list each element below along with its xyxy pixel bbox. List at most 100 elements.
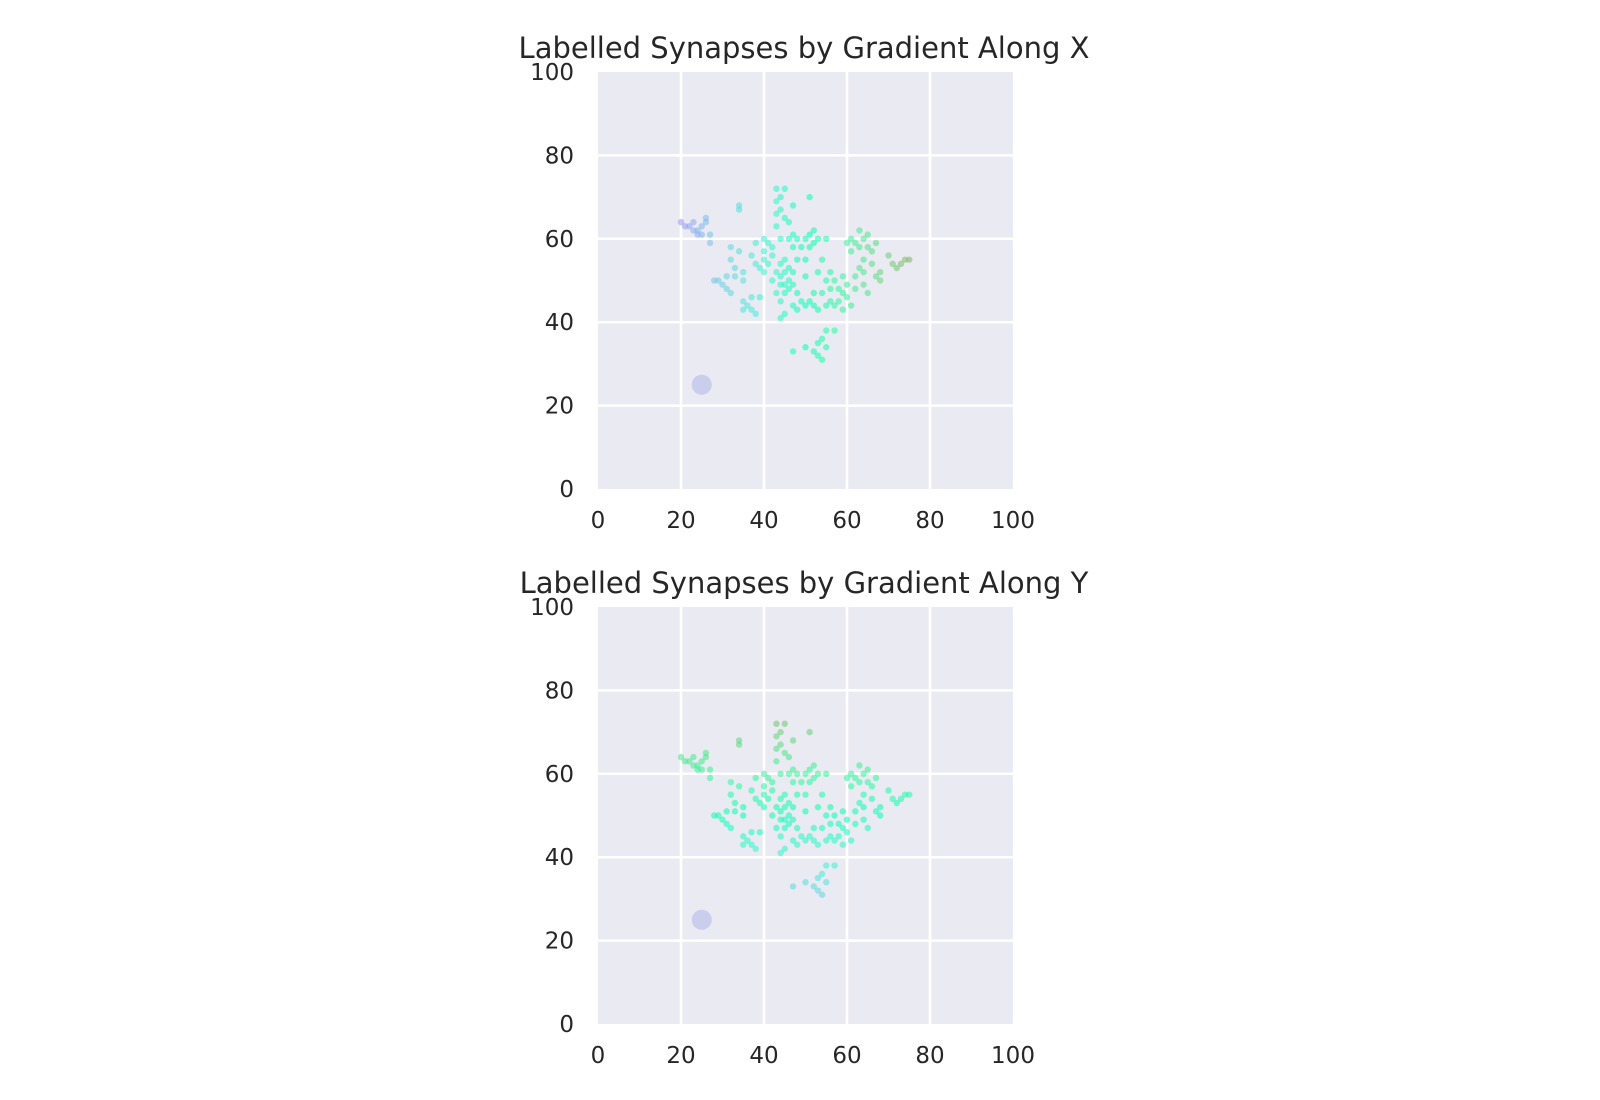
scatter-point xyxy=(818,256,826,263)
scatter-point xyxy=(827,820,834,828)
scatter-point xyxy=(756,264,764,272)
scatter-point xyxy=(727,791,734,798)
scatter-point xyxy=(831,812,838,819)
scatter-point xyxy=(831,837,838,844)
scatter-point xyxy=(839,273,847,280)
scatter-point xyxy=(740,833,747,840)
scatter-point xyxy=(727,289,734,297)
scatter-point xyxy=(735,202,743,209)
scatter-point xyxy=(852,820,859,828)
scatter-point xyxy=(727,824,734,832)
scatter-point xyxy=(814,352,822,359)
scatter-point xyxy=(794,791,801,798)
scatter-point xyxy=(864,824,871,832)
scatter-point xyxy=(789,816,797,823)
scatter-point xyxy=(769,252,776,259)
scatter-point xyxy=(818,824,826,832)
scatter-point xyxy=(752,774,759,782)
scatter-point xyxy=(785,812,793,819)
scatter-point xyxy=(818,891,826,898)
scatter-point xyxy=(798,778,805,786)
scatter-point xyxy=(802,791,809,798)
scatter-point xyxy=(760,791,768,798)
scatter-point xyxy=(872,239,880,247)
scatter-point xyxy=(897,795,905,803)
scatter-point xyxy=(706,231,714,238)
y-tick-label: 0 xyxy=(559,1012,574,1038)
scatter-point xyxy=(723,273,730,280)
scatter-point xyxy=(843,828,851,836)
scatter-point xyxy=(740,812,747,819)
scatter-point xyxy=(690,218,697,226)
scatter-point xyxy=(864,766,871,773)
scatter-point xyxy=(773,803,780,811)
scatter-point xyxy=(806,231,813,238)
scatter-point xyxy=(868,248,876,255)
scatter-point xyxy=(773,824,780,832)
scatter-point xyxy=(839,306,847,313)
scatter-point xyxy=(702,753,710,761)
scatter-point xyxy=(789,737,797,744)
scatter-point xyxy=(764,795,772,803)
scatter-point xyxy=(847,248,855,255)
scatter-point xyxy=(748,828,755,836)
scatter-point xyxy=(781,214,788,222)
scatter-point xyxy=(764,239,772,247)
reference-marker xyxy=(691,374,712,395)
scatter-point xyxy=(773,758,780,765)
scatter-point xyxy=(839,808,847,815)
scatter-point xyxy=(777,273,784,280)
scatter-point xyxy=(852,273,859,280)
scatter-point xyxy=(748,306,755,313)
scatter-point xyxy=(785,753,793,761)
scatter-point xyxy=(810,774,817,782)
scatter-point xyxy=(773,745,780,752)
scatter-point xyxy=(860,256,867,263)
scatter-point xyxy=(773,268,780,276)
scatter-point xyxy=(740,277,747,284)
scatter-point xyxy=(823,235,830,242)
scatter-point xyxy=(810,289,817,297)
scatter-point xyxy=(810,837,817,844)
scatter-point xyxy=(777,849,784,857)
x-axis-ticks: 0 20 40 60 80 100 xyxy=(591,508,1035,534)
scatter-point xyxy=(706,774,714,782)
scatter-point xyxy=(781,845,788,853)
scatter-point xyxy=(748,252,755,259)
scatter-point xyxy=(794,235,801,242)
scatter-point xyxy=(769,787,776,794)
scatter-point xyxy=(748,293,755,301)
scatter-point xyxy=(735,737,743,744)
y-tick-label: 40 xyxy=(545,845,574,871)
scatter-point xyxy=(677,753,685,761)
scatter-point xyxy=(789,231,797,238)
y-tick-label: 40 xyxy=(545,310,574,336)
scatter-point xyxy=(764,260,772,268)
x-tick-label: 40 xyxy=(749,1043,778,1069)
scatter-point xyxy=(860,268,867,276)
scatter-point xyxy=(777,795,784,803)
scatter-point xyxy=(794,770,801,777)
scatter-point xyxy=(889,795,896,803)
scatter-point xyxy=(698,766,705,773)
scatter-point xyxy=(698,223,705,230)
scatter-point xyxy=(789,778,797,786)
scatter-point xyxy=(781,289,788,297)
scatter-point xyxy=(781,803,788,811)
scatter-point xyxy=(789,243,797,251)
scatter-point xyxy=(843,281,851,288)
scatter-point xyxy=(781,824,788,832)
scatter-point xyxy=(789,268,797,276)
scatter-point xyxy=(777,260,784,268)
scatter-point xyxy=(777,193,784,201)
scatter-point xyxy=(802,273,809,280)
y-axis-ticks: 0 20 40 60 80 100 xyxy=(530,60,574,503)
scatter-point xyxy=(740,803,747,811)
scatter-point xyxy=(789,281,797,288)
scatter-point xyxy=(860,803,867,811)
y-tick-label: 20 xyxy=(545,929,574,955)
scatter-point xyxy=(847,235,855,242)
scatter-point xyxy=(868,783,876,790)
scatter-point xyxy=(852,285,859,293)
